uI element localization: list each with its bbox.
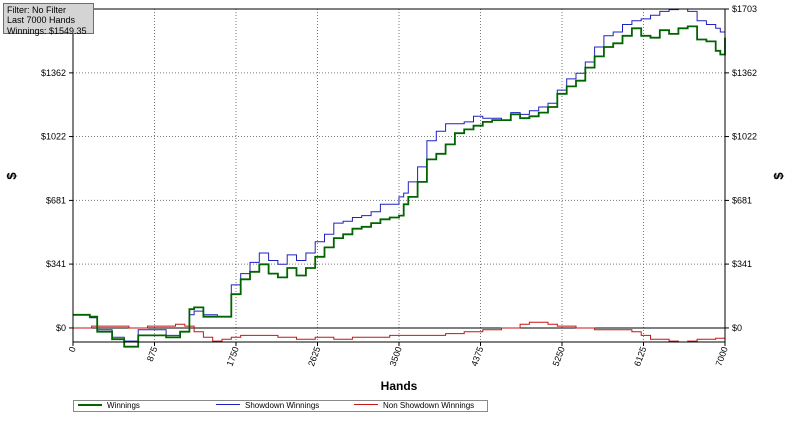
x-axis-title: Hands bbox=[381, 379, 418, 393]
winnings-label: Winnings: $1549.35 bbox=[7, 25, 87, 36]
x-tick-label: 3500 bbox=[388, 345, 404, 367]
legend-item-winnings: Winnings bbox=[74, 401, 140, 411]
x-tick-label: 4375 bbox=[469, 345, 485, 367]
legend-item-showdown: Showdown Winnings bbox=[212, 401, 319, 411]
x-tick-label: 6125 bbox=[632, 345, 648, 367]
y-tick-label-left: $0 bbox=[56, 323, 66, 333]
legend-label-winnings: Winnings bbox=[107, 401, 140, 410]
filter-info-box: Filter: No Filter Last 7000 Hands Winnin… bbox=[3, 3, 94, 36]
filter-label: Filter: No Filter bbox=[7, 5, 67, 15]
x-tick-label: 875 bbox=[145, 345, 160, 363]
y-tick-label-left: $1362 bbox=[41, 68, 66, 78]
y-tick-label-right: $1703 bbox=[732, 4, 757, 14]
series-line-showdown-winnings bbox=[73, 8, 726, 342]
y-tick-label-left: $1022 bbox=[41, 132, 66, 142]
x-tick-label: 2625 bbox=[306, 345, 322, 367]
series-line-non-showdown-winnings bbox=[73, 321, 726, 343]
legend-swatch-winnings bbox=[78, 403, 102, 406]
legend-label-non-showdown: Non Showdown Winnings bbox=[383, 401, 475, 410]
y-tick-label-left: $341 bbox=[46, 259, 66, 269]
legend-swatch-non-showdown bbox=[354, 404, 378, 406]
x-tick-label: 5250 bbox=[551, 345, 567, 367]
y-tick-label-right: $0 bbox=[732, 323, 742, 333]
y-tick-label-left: $681 bbox=[46, 195, 66, 205]
y-axis-title-right: $ bbox=[771, 172, 786, 180]
legend-item-non-showdown: Non Showdown Winnings bbox=[350, 401, 474, 411]
y-tick-label-right: $1362 bbox=[732, 68, 757, 78]
legend-label-showdown: Showdown Winnings bbox=[245, 401, 320, 410]
y-tick-label-right: $341 bbox=[732, 259, 752, 269]
legend-swatch-showdown bbox=[216, 404, 240, 406]
plot-area bbox=[73, 9, 725, 342]
y-tick-label-right: $681 bbox=[732, 195, 752, 205]
x-tick-label: 0 bbox=[67, 345, 78, 353]
series-line-winnings bbox=[73, 25, 726, 348]
range-label: Last 7000 Hands bbox=[7, 15, 76, 26]
y-axis-title-left: $ bbox=[4, 172, 19, 180]
x-tick-label: 1750 bbox=[225, 345, 241, 367]
series-layer bbox=[73, 8, 726, 348]
y-tick-label-right: $1022 bbox=[732, 132, 757, 142]
x-tick-label: 7000 bbox=[714, 345, 730, 367]
chart-legend: Winnings Showdown Winnings Non Showdown … bbox=[73, 400, 488, 412]
